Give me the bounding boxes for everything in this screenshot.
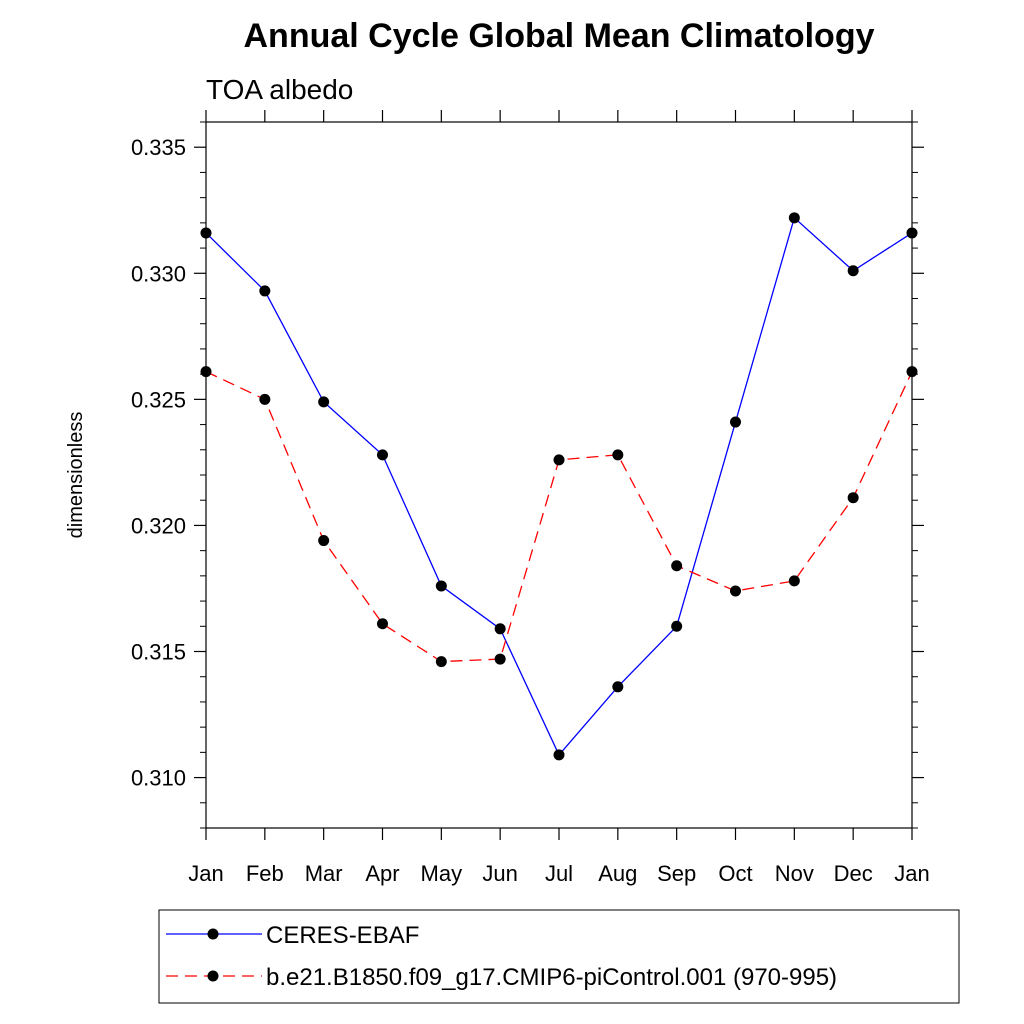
x-tick-label: Sep bbox=[657, 861, 696, 886]
legend-item: CERES-EBAF bbox=[166, 922, 419, 949]
data-point bbox=[847, 265, 859, 277]
data-point bbox=[847, 492, 859, 504]
data-point bbox=[200, 366, 212, 378]
y-tick-label: 0.335 bbox=[131, 135, 186, 160]
data-point bbox=[788, 212, 800, 224]
x-tick-label: Aug bbox=[598, 861, 637, 886]
data-point bbox=[671, 620, 683, 632]
chart-subtitle: TOA albedo bbox=[206, 74, 353, 105]
data-point bbox=[259, 285, 271, 297]
data-point bbox=[318, 535, 330, 547]
data-point bbox=[553, 749, 565, 761]
chart-title: Annual Cycle Global Mean Climatology bbox=[244, 17, 875, 55]
data-point bbox=[259, 393, 271, 405]
series-line bbox=[205, 371, 913, 663]
series-line bbox=[205, 216, 913, 757]
data-point bbox=[494, 653, 506, 665]
data-point bbox=[612, 449, 624, 461]
y-tick-label: 0.320 bbox=[131, 513, 186, 538]
series-2 bbox=[200, 366, 918, 668]
y-tick-label: 0.330 bbox=[131, 261, 186, 286]
data-point bbox=[730, 416, 741, 428]
data-point bbox=[200, 227, 212, 239]
y-tick-label: 0.325 bbox=[131, 387, 186, 412]
axis-ticks: 0.310 0.315 0.320 0.325 0.330 0.335 Jan Feb Mar A… bbox=[131, 110, 930, 886]
data-point bbox=[612, 681, 624, 693]
data-point bbox=[318, 396, 330, 408]
data-point bbox=[906, 366, 918, 378]
data-point bbox=[377, 618, 388, 630]
data-point bbox=[494, 623, 506, 635]
data-point bbox=[435, 580, 447, 592]
legend-label: b.e21.B1850.f09_g17.CMIP6-piControl.001 … bbox=[266, 964, 837, 991]
y-tick-label: 0.310 bbox=[131, 766, 186, 791]
data-point bbox=[906, 227, 918, 239]
data-point bbox=[788, 575, 800, 587]
legend-label: CERES-EBAF bbox=[266, 922, 419, 949]
data-point bbox=[377, 449, 388, 461]
legend-frame bbox=[158, 909, 960, 1004]
x-tick-label: Jul bbox=[545, 861, 573, 886]
x-tick-label: Jan bbox=[894, 861, 929, 886]
series-layer bbox=[200, 212, 918, 761]
legend-item: b.e21.B1850.f09_g17.CMIP6-piControl.001 … bbox=[166, 964, 837, 991]
data-point bbox=[553, 454, 565, 466]
x-tick-label: Mar bbox=[305, 861, 343, 886]
data-point bbox=[730, 585, 741, 597]
x-tick-label: Nov bbox=[775, 861, 814, 886]
x-tick-label: Dec bbox=[834, 861, 873, 886]
x-tick-label: Jan bbox=[188, 861, 223, 886]
x-tick-label: Apr bbox=[365, 861, 399, 886]
x-tick-label: Feb bbox=[246, 861, 284, 886]
legend-swatch-marker bbox=[207, 970, 219, 982]
data-point bbox=[435, 656, 447, 668]
data-point bbox=[671, 560, 683, 572]
legend-swatch-marker bbox=[207, 928, 219, 940]
series-1 bbox=[200, 212, 918, 761]
x-tick-label: Oct bbox=[718, 861, 752, 886]
y-tick-label: 0.315 bbox=[131, 640, 186, 665]
x-tick-label: May bbox=[421, 861, 463, 886]
y-axis-label: dimensionless bbox=[65, 412, 87, 539]
legend: CERES-EBAF b.e21.B1850.f09_g17.CMIP6-piCo… bbox=[158, 909, 960, 1004]
x-tick-label: Jun bbox=[482, 861, 517, 886]
